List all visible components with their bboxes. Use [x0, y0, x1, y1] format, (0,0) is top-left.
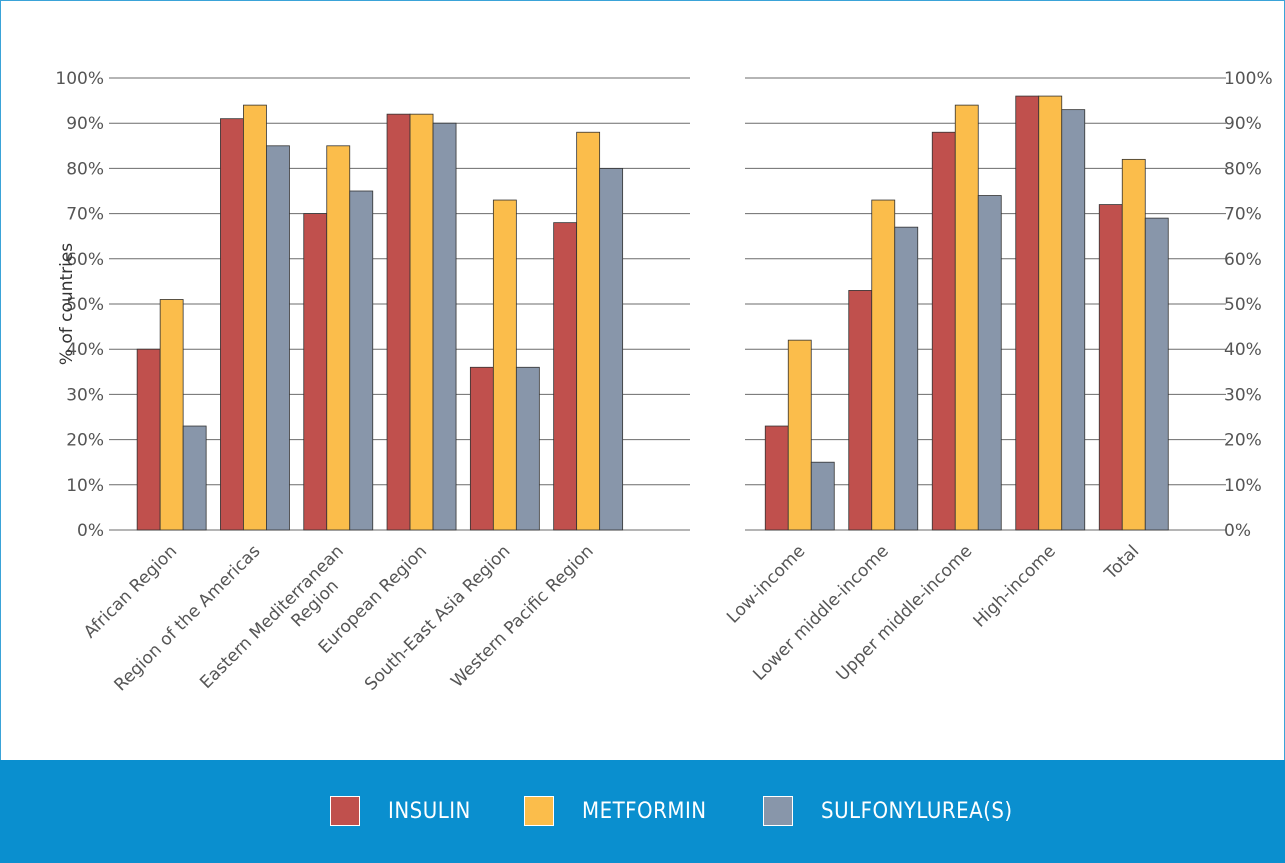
ytick-label-left-7: 70%: [66, 205, 104, 225]
bar-sulfonylurea-total: [1144, 217, 1169, 531]
ytick-label-right-1: 10%: [1224, 476, 1262, 496]
bar-sulfonylurea-upper-middle-income: [977, 195, 1002, 531]
ytick-label-right-2: 20%: [1224, 431, 1262, 451]
y-axis-title: % of countries: [57, 243, 77, 365]
ytick-label-right-5: 50%: [1224, 295, 1262, 315]
bar-insulin-upper-middle-income: [931, 131, 956, 531]
legend-label-metformin: METFORMIN: [582, 798, 707, 824]
ytick-label-left-9: 90%: [66, 114, 104, 134]
ytick-label-right-3: 30%: [1224, 385, 1262, 405]
bar-insulin-low-income: [764, 425, 789, 531]
x-tick-label-south-east-asia-region: South-East Asia Region: [361, 541, 514, 694]
bar-sulfonylurea-western-pacific-region: [599, 167, 624, 531]
legend-swatch-insulin: [330, 796, 360, 826]
ytick-label-right-6: 60%: [1224, 250, 1262, 270]
bar-sulfonylurea-european-region: [432, 122, 457, 531]
bar-metformin-region-of-the-americas: [243, 104, 267, 531]
bar-metformin-lower-middle-income: [871, 199, 896, 531]
ytick-label-right-8: 80%: [1224, 159, 1262, 179]
bar-sulfonylurea-african-region: [182, 425, 207, 531]
bar-insulin-high-income: [1015, 95, 1040, 531]
bar-insulin-european-region: [386, 113, 411, 531]
bar-sulfonylurea-high-income: [1061, 109, 1086, 531]
bar-metformin-eastern-mediterranean-region: [326, 145, 351, 531]
legend-item-insulin: INSULIN: [330, 796, 471, 826]
x-tick-label-region-of-the-americas: Region of the Americas: [111, 541, 265, 695]
ytick-label-left-10: 100%: [55, 69, 104, 89]
bar-sulfonylurea-low-income: [810, 461, 835, 531]
bar-insulin-region-of-the-americas: [220, 118, 244, 531]
legend-label-insulin: INSULIN: [388, 798, 471, 824]
legend-item-metformin: METFORMIN: [524, 796, 707, 826]
legend-swatch-sulfonylurea: [763, 796, 793, 826]
legend-label-sulfonylurea: SULFONYLUREA(S): [821, 798, 1013, 824]
bar-metformin-european-region: [409, 113, 434, 531]
ytick-label-left-5: 50%: [66, 295, 104, 315]
ytick-label-right-0: 0%: [1224, 521, 1251, 541]
bar-sulfonylurea-south-east-asia-region: [515, 366, 540, 531]
ytick-label-left-0: 0%: [77, 521, 104, 541]
bar-metformin-high-income: [1038, 95, 1063, 531]
bar-insulin-total: [1098, 204, 1123, 531]
bar-insulin-eastern-mediterranean-region: [303, 213, 328, 531]
ytick-label-right-10: 100%: [1224, 69, 1273, 89]
ytick-label-left-2: 20%: [66, 431, 104, 451]
bar-insulin-western-pacific-region: [553, 222, 578, 531]
x-tick-label-total: Total: [1100, 541, 1143, 584]
bar-metformin-low-income: [787, 339, 812, 531]
bar-insulin-south-east-asia-region: [469, 366, 494, 531]
bar-sulfonylurea-lower-middle-income: [894, 226, 919, 531]
ytick-label-left-3: 30%: [66, 385, 104, 405]
bar-metformin-western-pacific-region: [576, 131, 601, 531]
ytick-label-left-4: 40%: [66, 340, 104, 360]
bar-sulfonylurea-region-of-the-americas: [266, 145, 290, 531]
x-tick-label-upper-middle-income: Upper middle-income: [833, 541, 977, 685]
bar-metformin-upper-middle-income: [954, 104, 979, 531]
chart-canvas: 0% 10% 20% 30% 40% 50% 60% 70% 80% 90% 100% % of co…: [55, 69, 1273, 695]
bar-insulin-lower-middle-income: [848, 290, 873, 531]
bar-metformin-total: [1121, 158, 1146, 531]
ytick-label-right-7: 70%: [1224, 205, 1262, 225]
ytick-label-right-4: 40%: [1224, 340, 1262, 360]
x-tick-label-western-pacific-region: Western Pacific Region: [447, 541, 597, 691]
bar-sulfonylurea-eastern-mediterranean-region: [349, 190, 374, 531]
legend-swatch-metformin: [524, 796, 554, 826]
ytick-label-left-6: 60%: [66, 250, 104, 270]
x-tick-label-lower-middle-income: Lower middle-income: [749, 541, 892, 684]
x-tick-label-line: Eastern Mediterranean: [196, 541, 348, 693]
legend-item-sulfonylurea: SULFONYLUREA(S): [763, 796, 1013, 826]
x-tick-label-high-income: High-income: [970, 541, 1060, 631]
ytick-label-left-1: 10%: [66, 476, 104, 496]
x-tick-label-low-income: Low-income: [723, 541, 809, 627]
ytick-label-right-9: 90%: [1224, 114, 1262, 134]
bar-metformin-african-region: [159, 299, 184, 531]
legend-band: INSULIN METFORMIN SULFONYLUREA(S): [0, 760, 1285, 863]
bar-insulin-african-region: [136, 348, 161, 531]
bar-metformin-south-east-asia-region: [492, 199, 517, 531]
ytick-label-left-8: 80%: [66, 159, 104, 179]
